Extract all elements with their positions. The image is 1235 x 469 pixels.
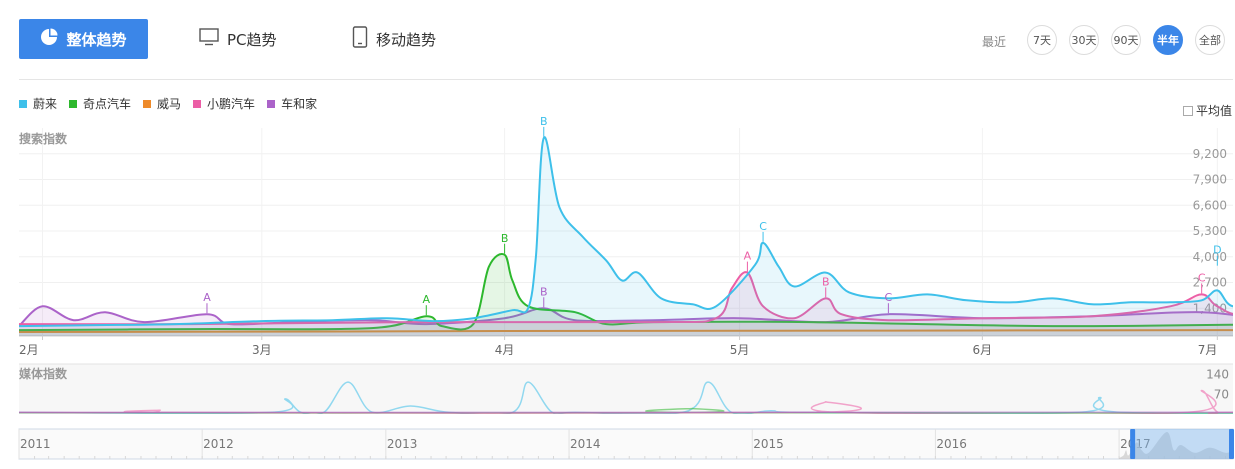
overview-year-label: 2012 [203, 437, 234, 451]
series-line-2[interactable] [19, 329, 1235, 333]
tab-pc-trend[interactable]: PC趋势 [199, 19, 277, 59]
annotation-label[interactable]: B [540, 115, 548, 128]
media-y-tick-label: 70 [1214, 387, 1229, 401]
series-line-0[interactable] [19, 136, 1235, 328]
series-line-4[interactable] [19, 305, 1235, 327]
legend-swatch [267, 99, 276, 108]
tab-overall-trend[interactable]: 整体趋势 [19, 19, 148, 59]
series-area-1 [19, 254, 1233, 336]
y-tick-label: 9,200 [1193, 147, 1227, 161]
x-tick-label: 4月 [495, 343, 515, 357]
annotation-label[interactable]: B [501, 232, 509, 245]
overview-year-label: 2016 [936, 437, 967, 451]
x-tick-label: 7月 [1198, 343, 1218, 357]
tab-mobile-trend[interactable]: 移动趋势 [352, 19, 436, 59]
legend-label: 小鹏汽车 [207, 97, 256, 111]
media-series-line-2 [19, 389, 1233, 414]
annotation-label[interactable]: B [540, 285, 548, 298]
chart-legend: 蔚来 奇点汽车 威马 小鹏汽车 车和家 [19, 95, 317, 112]
overview-selection[interactable] [1133, 429, 1233, 459]
average-label: 平均值 [1196, 104, 1233, 118]
range-all-button[interactable]: 全部 [1195, 25, 1225, 55]
x-tick-label: 3月 [252, 343, 272, 357]
recent-label: 最近 [982, 35, 1007, 49]
annotation-label[interactable]: A [744, 250, 752, 263]
overview-track[interactable] [18, 428, 1234, 460]
overview-year-label: 2013 [387, 437, 418, 451]
legend-item-nio[interactable]: 蔚来 [19, 95, 57, 112]
overview-area [1119, 431, 1233, 459]
tab-overall-label: 整体趋势 [66, 30, 127, 49]
legend-swatch [193, 99, 202, 108]
media-index-series [19, 381, 1233, 414]
y-tick-label: 7,900 [1193, 173, 1227, 187]
legend-item-weltmeister[interactable]: 威马 [143, 95, 181, 112]
media-y-tick-label: 140 [1206, 368, 1229, 382]
tablet-icon [352, 26, 368, 52]
x-tick-label: 6月 [973, 343, 993, 357]
annotation-label[interactable]: A [203, 291, 211, 304]
y-tick-label: 4,000 [1193, 250, 1227, 264]
media-index-panel [19, 364, 1233, 414]
top-bar: 整体趋势 PC趋势 移动趋势 最近 7天 30天 90天 半年 全部 [0, 0, 1235, 80]
series-line-1[interactable] [19, 253, 1235, 332]
range-90d-button[interactable]: 90天 [1111, 25, 1141, 55]
overview-year-label: 2014 [570, 437, 601, 451]
series-line-3[interactable] [19, 271, 1235, 326]
search-index-title: 搜索指数 [19, 131, 68, 146]
header-divider [19, 79, 1233, 80]
search-index-series [19, 136, 1235, 336]
search-index-annotations: B C D A B A B C A B C [203, 115, 1222, 316]
overview-right-handle[interactable] [1229, 429, 1234, 459]
timeline-overview[interactable]: 2011201220132014201520162017 [18, 428, 1234, 460]
overview-year-label: 2011 [20, 437, 51, 451]
legend-item-singulato[interactable]: 奇点汽车 [69, 95, 131, 112]
legend-swatch [69, 99, 78, 108]
series-area-0 [19, 137, 1233, 336]
annotation-label[interactable]: C [885, 291, 893, 304]
range-30d-button[interactable]: 30天 [1069, 25, 1099, 55]
y-tick-label: 6,600 [1193, 198, 1227, 212]
annotation-label[interactable]: B [822, 275, 830, 288]
tab-mobile-label: 移动趋势 [376, 30, 437, 49]
average-checkbox[interactable] [1183, 105, 1193, 116]
legend-label: 奇点汽车 [83, 97, 132, 111]
monitor-icon [199, 28, 219, 50]
x-tick-label: 2月 [19, 343, 39, 357]
tab-pc-label: PC趋势 [227, 30, 277, 49]
month-x-ticks: 2月 3月 4月 5月 6月 7月 [19, 336, 1218, 357]
annotation-label[interactable]: D [1213, 244, 1221, 257]
annotation-label[interactable]: C [759, 220, 767, 233]
legend-item-xpeng[interactable]: 小鹏汽车 [193, 95, 255, 112]
legend-label: 车和家 [281, 97, 318, 111]
overview-left-handle[interactable] [1130, 429, 1136, 459]
pie-chart-icon [40, 28, 58, 50]
legend-label: 蔚来 [33, 97, 58, 111]
search-index-grid [19, 128, 1233, 337]
overview-year-label: 2015 [753, 437, 784, 451]
legend-swatch [143, 99, 152, 108]
legend-item-chj[interactable]: 车和家 [267, 95, 317, 112]
average-toggle[interactable]: 平均值 [1183, 102, 1232, 119]
legend-swatch [19, 99, 27, 108]
annotation-label[interactable]: C [1198, 271, 1206, 284]
range-half-year-button[interactable]: 半年 [1153, 25, 1183, 55]
x-tick-label: 5月 [730, 343, 750, 357]
annotation-label[interactable]: A [423, 293, 431, 306]
legend-label: 威马 [157, 97, 182, 111]
y-tick-label: 5,300 [1193, 224, 1227, 238]
media-index-title: 媒体指数 [19, 366, 68, 381]
range-7d-button[interactable]: 7天 [1027, 25, 1057, 55]
